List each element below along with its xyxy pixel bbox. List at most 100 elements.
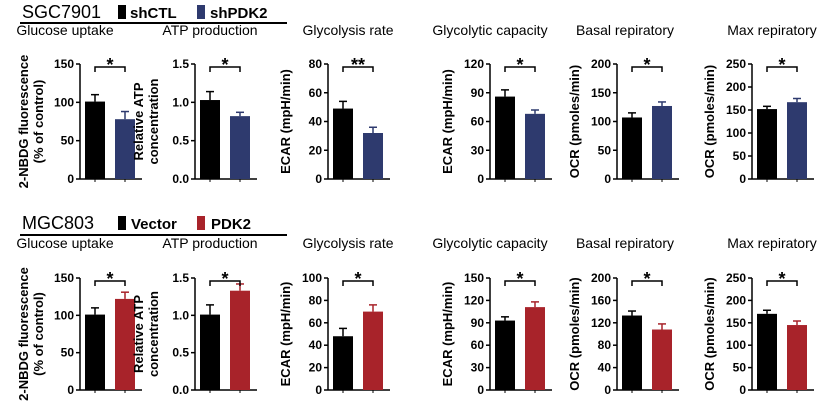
- y-tick-label: 0: [315, 383, 322, 397]
- significance-marker: *: [516, 269, 523, 289]
- legend-label-pdk2: PDK2: [211, 216, 251, 233]
- significance-bracket: [94, 280, 126, 286]
- y-tick-label: 1.0: [172, 95, 189, 109]
- panel-max-repiratory: Max repiratory 0 50 100 150 200 250 OCR (pmoles…: [702, 235, 817, 397]
- panel-glycolytic-capacity: Glycolytic capacity 0 30 60 90 120 150 ECAR (mp…: [432, 235, 552, 397]
- y-tick-label: 20: [309, 361, 323, 375]
- row-header-mgc803: MGC803 Vector PDK2: [20, 213, 287, 236]
- significance-bracket: [766, 280, 798, 286]
- y-axis-label: ECAR (mpH/min): [440, 69, 455, 174]
- y-axis-label: concentration: [146, 291, 161, 377]
- y-tick-label: 1.0: [172, 308, 189, 322]
- y-tick-label: 100: [54, 308, 74, 322]
- bar-pdk2: [115, 298, 135, 390]
- y-tick-label: 100: [302, 271, 322, 285]
- y-tick-label: 50: [598, 143, 612, 157]
- significance-bracket: [209, 280, 241, 286]
- bar-vector: [200, 314, 220, 390]
- y-tick-label: 1.5: [172, 271, 189, 285]
- y-axis-label: ECAR (mpH/min): [278, 282, 293, 387]
- y-tick-label: 0.0: [172, 383, 189, 397]
- y-tick-label: 50: [61, 346, 75, 360]
- y-tick-label: 0: [739, 172, 746, 186]
- y-axis-label: OCR (pmoles/min): [567, 277, 582, 390]
- y-tick-label: 100: [54, 95, 74, 109]
- bar-pdk2: [230, 290, 250, 390]
- y-tick-label: 150: [464, 271, 484, 285]
- significance-marker: *: [643, 55, 650, 75]
- y-tick-label: 80: [598, 338, 612, 352]
- significance-marker: *: [354, 269, 361, 289]
- panel-title: Basal repiratory: [576, 235, 674, 251]
- panel-title: Glycolytic capacity: [432, 235, 547, 251]
- y-tick-label: 60: [309, 86, 323, 100]
- significance-marker: *: [778, 55, 785, 75]
- y-tick-label: 30: [471, 361, 485, 375]
- bar-shpdk2: [230, 116, 250, 179]
- y-tick-label: 160: [591, 293, 611, 307]
- y-tick-label: 250: [726, 57, 746, 71]
- y-tick-label: 120: [464, 293, 484, 307]
- panel-title: Glucose uptake: [16, 22, 113, 38]
- y-tick-label: 0: [67, 172, 74, 186]
- y-tick-label: 40: [309, 115, 323, 129]
- y-tick-label: 250: [726, 271, 746, 285]
- panel-basal-repiratory: Basal repiratory 0 50 100 150 200 OCR (pmoles/…: [567, 22, 679, 186]
- significance-bracket: [631, 66, 663, 72]
- y-tick-label: 150: [54, 271, 74, 285]
- y-axis-label: ECAR (mpH/min): [278, 69, 293, 174]
- y-axis-label: OCR (pmoles/min): [702, 277, 717, 390]
- bar-shctl: [495, 96, 515, 179]
- y-tick-label: 30: [471, 143, 485, 157]
- bar-vector: [495, 320, 515, 390]
- bar-pdk2: [787, 325, 807, 390]
- y-tick-label: 0: [477, 383, 484, 397]
- significance-bracket: [504, 280, 536, 286]
- significance-marker: *: [643, 269, 650, 289]
- significance-bracket: [342, 280, 374, 286]
- panel-glycolysis-rate: Glycolysis rate 0 20 40 60 80 ECAR (mpH/min) **: [278, 22, 394, 186]
- panel-glycolysis-rate: Glycolysis rate 0 20 40 60 80 100 ECAR (mpH/min…: [278, 235, 394, 397]
- panel-basal-repiratory: Basal repiratory 0 40 80 120 160 200 OCR (pmole…: [567, 235, 679, 397]
- y-axis-label: 2-NBDG fluorescence: [16, 267, 31, 401]
- y-tick-label: 200: [591, 271, 611, 285]
- significance-marker: *: [106, 55, 113, 75]
- y-tick-label: 0.5: [172, 134, 189, 148]
- bar-shpdk2: [363, 133, 383, 179]
- y-tick-label: 120: [464, 57, 484, 71]
- y-tick-label: 200: [591, 57, 611, 71]
- bar-shctl: [200, 100, 220, 179]
- significance-marker: *: [221, 269, 228, 289]
- y-tick-label: 120: [591, 316, 611, 330]
- y-axis-label: concentration: [146, 78, 161, 164]
- panel-glucose-uptake: Glucose uptake 0 50 100 150 2-NBDG fluorescen…: [16, 235, 142, 401]
- bar-pdk2: [525, 307, 545, 390]
- legend-label-shpdk2: shPDK2: [210, 5, 268, 22]
- significance-marker: *: [106, 269, 113, 289]
- legend-label-shctl: shCTL: [130, 5, 177, 22]
- bar-shpdk2: [652, 105, 672, 179]
- significance-marker: *: [778, 269, 785, 289]
- legend-label-vector: Vector: [131, 216, 177, 233]
- y-axis-label: Relative ATP: [131, 295, 146, 373]
- y-tick-label: 20: [309, 143, 323, 157]
- y-axis-label: ECAR (mpH/min): [440, 282, 455, 387]
- y-tick-label: 50: [733, 149, 747, 163]
- legend-swatch-pdk2: [197, 216, 205, 230]
- y-tick-label: 150: [726, 316, 746, 330]
- bar-shctl: [757, 109, 777, 179]
- y-tick-label: 0.0: [172, 172, 189, 186]
- y-tick-label: 50: [61, 134, 75, 148]
- bar-shpdk2: [115, 119, 135, 179]
- y-tick-label: 90: [471, 86, 485, 100]
- panel-title: Glycolysis rate: [302, 235, 393, 251]
- panel-atp-production: ATP production 0.0 0.5 1.0 1.5 Relative ATP co…: [131, 235, 258, 397]
- y-axis-label: 2-NBDG fluorescence: [16, 55, 31, 189]
- y-tick-label: 200: [726, 293, 746, 307]
- y-axis-label: OCR (pmoles/min): [567, 65, 582, 178]
- significance-bracket: [209, 66, 241, 72]
- significance-marker: **: [351, 55, 365, 75]
- bar-vector: [622, 315, 642, 390]
- panel-title: ATP production: [162, 22, 257, 38]
